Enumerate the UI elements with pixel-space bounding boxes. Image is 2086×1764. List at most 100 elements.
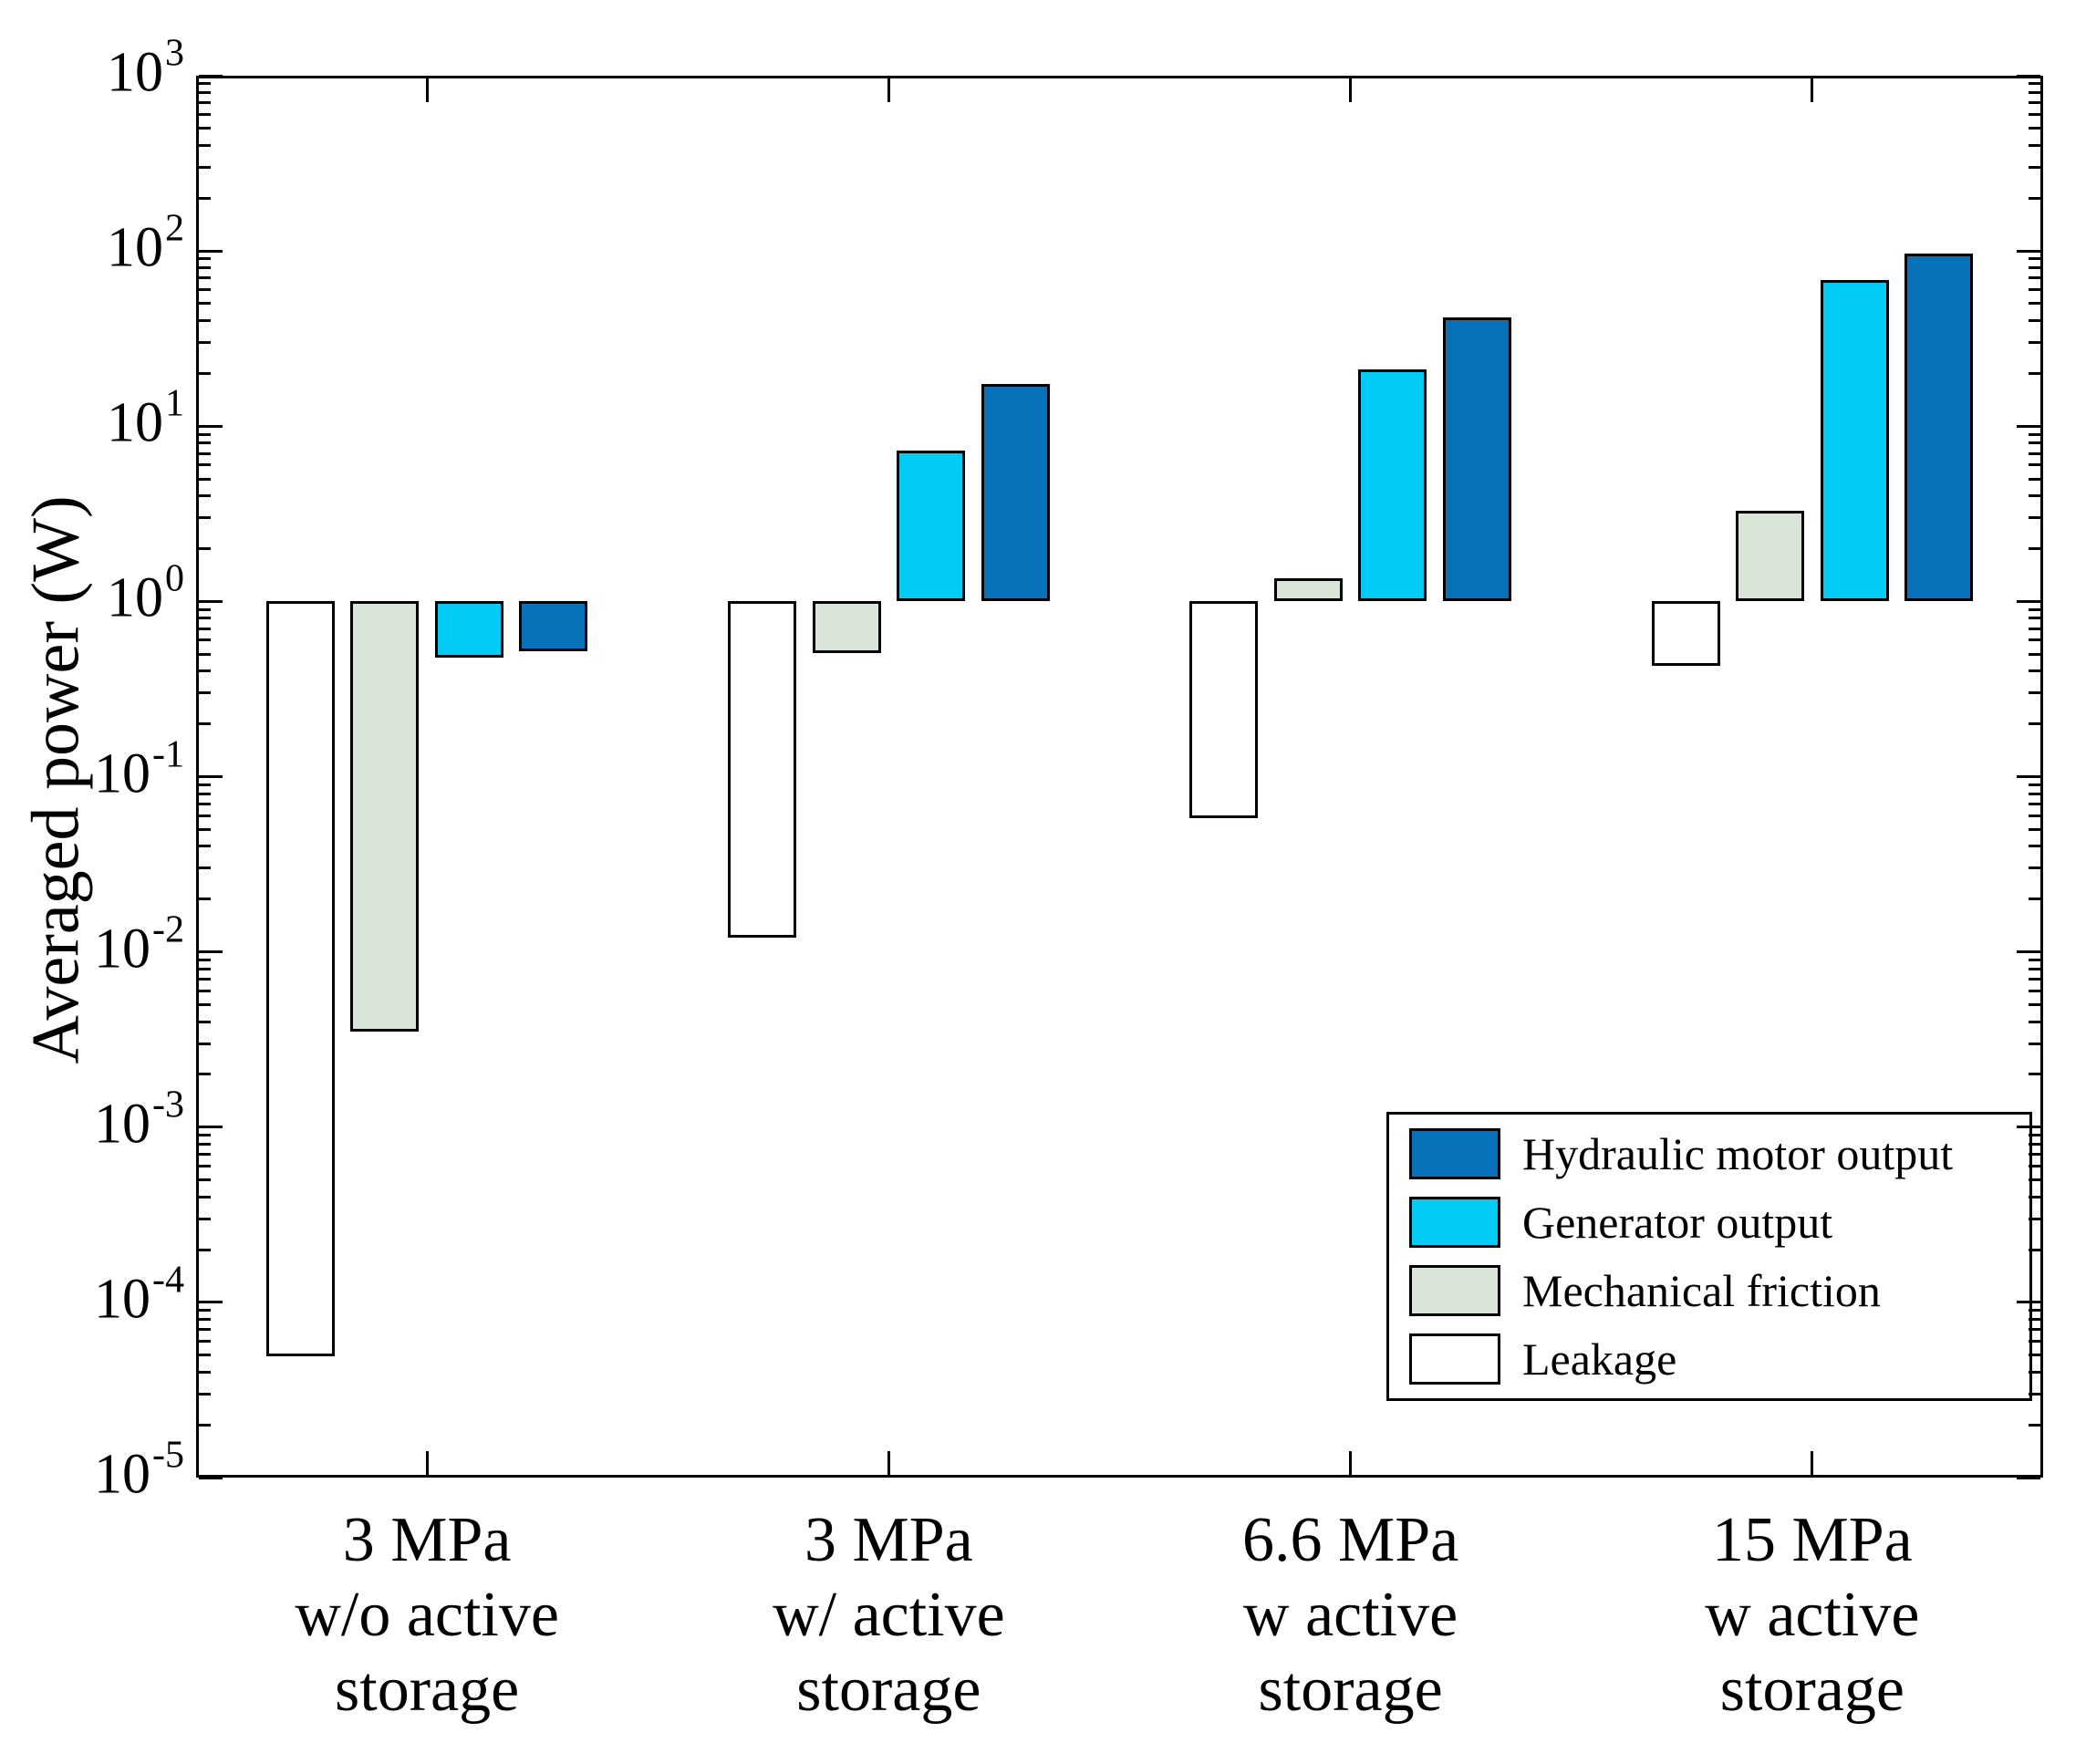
y-minor-tick <box>2029 82 2040 86</box>
y-minor-tick <box>199 792 211 795</box>
y-minor-tick <box>2029 638 2040 642</box>
y-tick-exponent: -3 <box>152 1084 184 1126</box>
y-minor-tick <box>2029 627 2040 630</box>
x-major-tick <box>425 1451 429 1475</box>
y-minor-tick <box>199 432 211 436</box>
y-major-tick <box>199 1126 223 1129</box>
y-minor-tick <box>2029 1134 2040 1137</box>
y-minor-tick <box>2029 113 2040 117</box>
y-tick-exponent: -4 <box>152 1259 184 1302</box>
y-minor-tick <box>2029 958 2040 961</box>
y-minor-tick <box>2029 257 2040 261</box>
bar-generator-output-group2 <box>897 450 966 602</box>
legend-item-mechanical-friction: Mechanical friction <box>1409 1264 2029 1317</box>
y-minor-tick <box>199 845 211 848</box>
y-minor-tick <box>2029 1073 2040 1076</box>
y-minor-tick <box>199 463 211 467</box>
legend-item-leakage: Leakage <box>1409 1333 2029 1385</box>
y-major-tick <box>199 249 223 253</box>
x-category-label: 3 MPa w/ active storage <box>773 1505 1005 1725</box>
y-minor-tick <box>199 441 211 445</box>
bar-hydraulic-motor-output-group3 <box>1442 316 1511 602</box>
legend-label: Leakage <box>1522 1333 1677 1385</box>
y-minor-tick <box>199 669 211 673</box>
y-major-tick <box>2017 950 2040 954</box>
y-minor-tick <box>2029 977 2040 981</box>
y-tick-label: 10-4 <box>94 1259 184 1331</box>
y-minor-tick <box>199 607 211 611</box>
y-minor-tick <box>199 802 211 805</box>
bar-hydraulic-motor-output-group1 <box>519 601 588 651</box>
y-tick-label: 101 <box>107 382 184 454</box>
y-minor-tick <box>2029 1339 2040 1343</box>
y-minor-tick <box>2029 91 2040 95</box>
y-minor-tick <box>199 977 211 981</box>
legend: Hydraulic motor output Generator output Me… <box>1386 1112 2032 1401</box>
plot-area <box>196 76 2043 1478</box>
y-minor-tick <box>2029 143 2040 147</box>
y-minor-tick <box>199 1217 211 1220</box>
y-tick-label: 10-2 <box>94 908 184 981</box>
y-minor-tick <box>2029 1042 2040 1045</box>
y-minor-tick <box>2029 989 2040 992</box>
y-minor-tick <box>2029 1370 2040 1374</box>
bar-mechanical-friction-group2 <box>812 601 881 653</box>
y-minor-tick <box>199 91 211 95</box>
y-minor-tick <box>2029 691 2040 695</box>
y-minor-tick <box>199 1423 211 1427</box>
y-minor-tick <box>199 1002 211 1006</box>
y-minor-tick <box>199 371 211 375</box>
y-minor-tick <box>199 898 211 901</box>
y-tick-label: 102 <box>107 207 184 279</box>
y-minor-tick <box>199 196 211 200</box>
x-category-label: 3 MPa w/o active storage <box>295 1505 559 1725</box>
y-minor-tick <box>2029 827 2040 831</box>
y-minor-tick <box>199 827 211 831</box>
y-minor-tick <box>2029 441 2040 445</box>
y-minor-tick <box>199 989 211 992</box>
x-major-tick <box>887 1451 890 1475</box>
y-major-tick <box>2017 1301 2040 1304</box>
y-minor-tick <box>199 113 211 117</box>
legend-label: Generator output <box>1522 1197 1833 1249</box>
y-minor-tick <box>199 1164 211 1167</box>
y-tick-label: 10-5 <box>94 1434 184 1506</box>
y-tick-label: 103 <box>107 32 184 104</box>
y-minor-tick <box>199 1042 211 1045</box>
y-minor-tick <box>2029 451 2040 455</box>
x-major-tick <box>425 78 429 102</box>
y-minor-tick <box>2029 814 2040 817</box>
y-minor-tick <box>2029 1153 2040 1156</box>
y-major-tick <box>2017 424 2040 428</box>
bar-mechanical-friction-group4 <box>1736 510 1805 602</box>
y-minor-tick <box>199 1339 211 1343</box>
y-minor-tick <box>2029 1002 2040 1006</box>
y-minor-tick <box>199 1248 211 1251</box>
y-minor-tick <box>2029 1317 2040 1321</box>
y-minor-tick <box>2029 266 2040 270</box>
legend-swatch-icon <box>1409 1333 1500 1385</box>
y-minor-tick <box>2029 547 2040 551</box>
bar-generator-output-group1 <box>434 601 503 658</box>
y-minor-tick <box>199 451 211 455</box>
legend-label: Hydraulic motor output <box>1522 1128 1954 1180</box>
y-minor-tick <box>2029 792 2040 795</box>
bar-mechanical-friction-group3 <box>1273 578 1343 602</box>
y-tick-exponent: 0 <box>165 557 184 600</box>
x-category-label: 15 MPa w active storage <box>1705 1505 1920 1725</box>
y-tick-label: 10-3 <box>94 1084 184 1156</box>
y-minor-tick <box>2029 494 2040 498</box>
y-minor-tick <box>199 1134 211 1137</box>
y-minor-tick <box>2029 1328 2040 1332</box>
bar-generator-output-group4 <box>1820 280 1889 602</box>
y-minor-tick <box>199 288 211 292</box>
y-minor-tick <box>2029 866 2040 870</box>
y-minor-tick <box>2029 477 2040 481</box>
y-minor-tick <box>199 266 211 270</box>
y-minor-tick <box>2029 652 2040 656</box>
y-tick-exponent: -5 <box>152 1434 184 1477</box>
y-minor-tick <box>199 547 211 551</box>
y-major-tick <box>199 1476 223 1479</box>
y-minor-tick <box>199 1073 211 1076</box>
y-minor-tick <box>2029 802 2040 805</box>
